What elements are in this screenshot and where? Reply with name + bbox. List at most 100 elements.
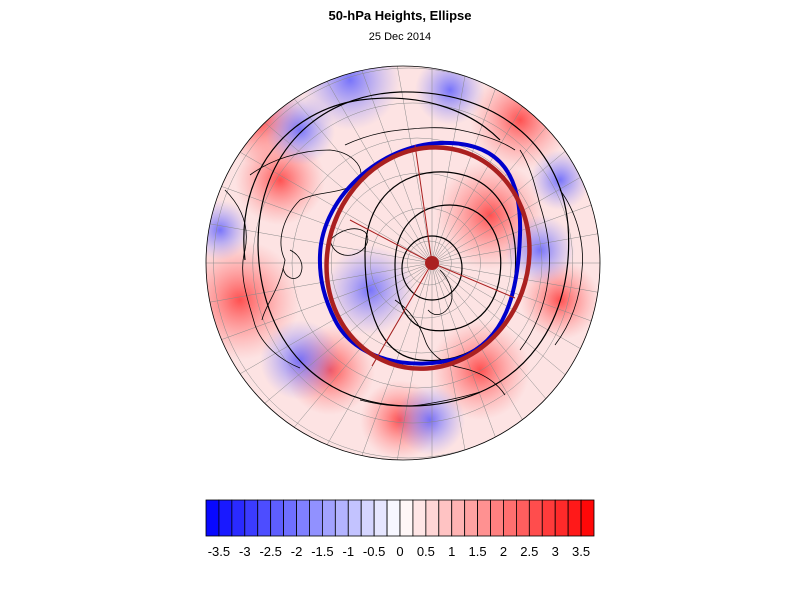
meridian-line: [431, 217, 600, 264]
height-contour: [243, 97, 501, 261]
meridian-line: [431, 173, 600, 264]
colorbar-tick-label: 1.5: [469, 544, 487, 559]
colorbar-tick-label: 2.5: [520, 544, 538, 559]
height-contour: [401, 235, 463, 301]
height-contours: [243, 91, 570, 407]
anomaly-blob-11: [206, 200, 250, 260]
ellipse-axis-line: [431, 262, 516, 299]
meridian-line: [232, 262, 433, 431]
latitude-circle: [370, 207, 481, 319]
colorbar-tick-label: 0: [396, 544, 403, 559]
chart-subtitle: 25 Dec 2014: [368, 31, 432, 43]
fitted-ellipse: [324, 145, 532, 371]
meridian-line: [431, 262, 522, 460]
latitude-circle: [252, 102, 574, 424]
coastline-9: [359, 391, 481, 407]
coastline-8: [427, 269, 453, 315]
colorbar-tick-label: 0.5: [417, 544, 435, 559]
coastline-3: [519, 149, 550, 351]
colorbar-box: [296, 499, 310, 537]
colorbar-box: [438, 499, 453, 537]
ellipse-axis-line: [371, 262, 433, 367]
vortex-ellipses: [317, 140, 532, 371]
latitude-circle: [291, 137, 543, 389]
colorbar-box: [373, 499, 388, 537]
colorbar-box: [283, 499, 297, 537]
meridian-line: [386, 66, 433, 264]
colorbar-box: [464, 499, 478, 537]
colorbar-boxes: [205, 499, 595, 537]
meridian-line: [342, 262, 433, 460]
colorbar-labels: -3.5 -3 -2.5 -2 -1.5 -1 -0.5 0 0.5 1 1.5 2 2.5 3 3.5: [208, 544, 590, 559]
meridian-line: [232, 95, 433, 264]
colorbar-box: [567, 499, 582, 537]
colorbar-box: [205, 499, 220, 537]
colorbar-box: [425, 499, 440, 537]
ellipse-center-marker: [425, 256, 439, 270]
colorbar-tick-label: 3.5: [572, 544, 590, 559]
latitude-circle: [213, 67, 600, 459]
coastline-4: [394, 299, 506, 396]
latitude-circle: [407, 240, 452, 286]
ellipse-axis-line: [414, 144, 433, 264]
colorbar-box: [231, 499, 246, 537]
anomaly-blob-9: [300, 66, 400, 130]
colorbar-tick-label: 2: [500, 544, 507, 559]
colorbar-tick-label: 3: [552, 544, 559, 559]
coastlines: [224, 127, 583, 407]
colorbar-box: [477, 499, 491, 537]
meridian-line: [206, 132, 433, 264]
colorbar-box: [257, 499, 272, 537]
meridian-line: [206, 262, 433, 394]
coastline-2: [344, 127, 516, 151]
colorbar-tick-label: -3: [239, 544, 251, 559]
height-contour: [394, 204, 502, 332]
colorbar-tick-label: -2.5: [259, 544, 281, 559]
colorbar-box: [334, 499, 349, 537]
anomaly-blob-14: [505, 215, 575, 285]
meridian-line: [431, 262, 478, 460]
colorbar-box: [554, 499, 569, 537]
latitude-circle: [330, 172, 512, 354]
colorbar-tick-label: -1.5: [311, 544, 333, 559]
colorbar-box: [347, 499, 362, 537]
meridian-line: [342, 66, 433, 264]
colorbar-box: [580, 499, 595, 537]
meridian-line: [431, 66, 478, 264]
anomaly-blob-12: [325, 245, 415, 335]
graticule: [206, 66, 600, 460]
chart-title: 50-hPa Heights, Ellipse: [328, 8, 472, 23]
meridian-line: [386, 262, 433, 460]
coastline-0: [249, 149, 362, 321]
colorbar-tick-label: -3.5: [208, 544, 230, 559]
colorbar-tick-label: 1: [448, 544, 455, 559]
colorbar-tick-label: -0.5: [363, 544, 385, 559]
colorbar-box: [309, 499, 323, 537]
colorbar-box: [218, 499, 233, 537]
colorbar-box: [321, 499, 336, 537]
colorbar-box: [503, 499, 517, 537]
meridian-line: [431, 66, 522, 264]
colorbar-box: [490, 499, 504, 537]
coastline-7: [554, 189, 583, 346]
colorbar-box: [270, 499, 284, 537]
colorbar-box: [541, 499, 556, 537]
coastline-6: [282, 249, 303, 279]
colorbar-box: [516, 499, 530, 537]
meridian-line: [206, 217, 433, 264]
colorbar-box: [412, 499, 427, 537]
meridian-line: [206, 262, 433, 309]
height-contour: [257, 91, 570, 407]
meridian-line: [431, 262, 600, 309]
meridian-line: [431, 262, 600, 394]
colorbar-box: [386, 499, 401, 537]
coastline-1: [224, 189, 301, 369]
colorbar-box: [451, 499, 466, 537]
colorbar-box: [244, 499, 259, 537]
meridian-line: [431, 262, 600, 353]
globe-outline: [205, 65, 601, 461]
ellipse-axis-line: [349, 219, 433, 264]
colorbar-tick-label: -1: [342, 544, 354, 559]
